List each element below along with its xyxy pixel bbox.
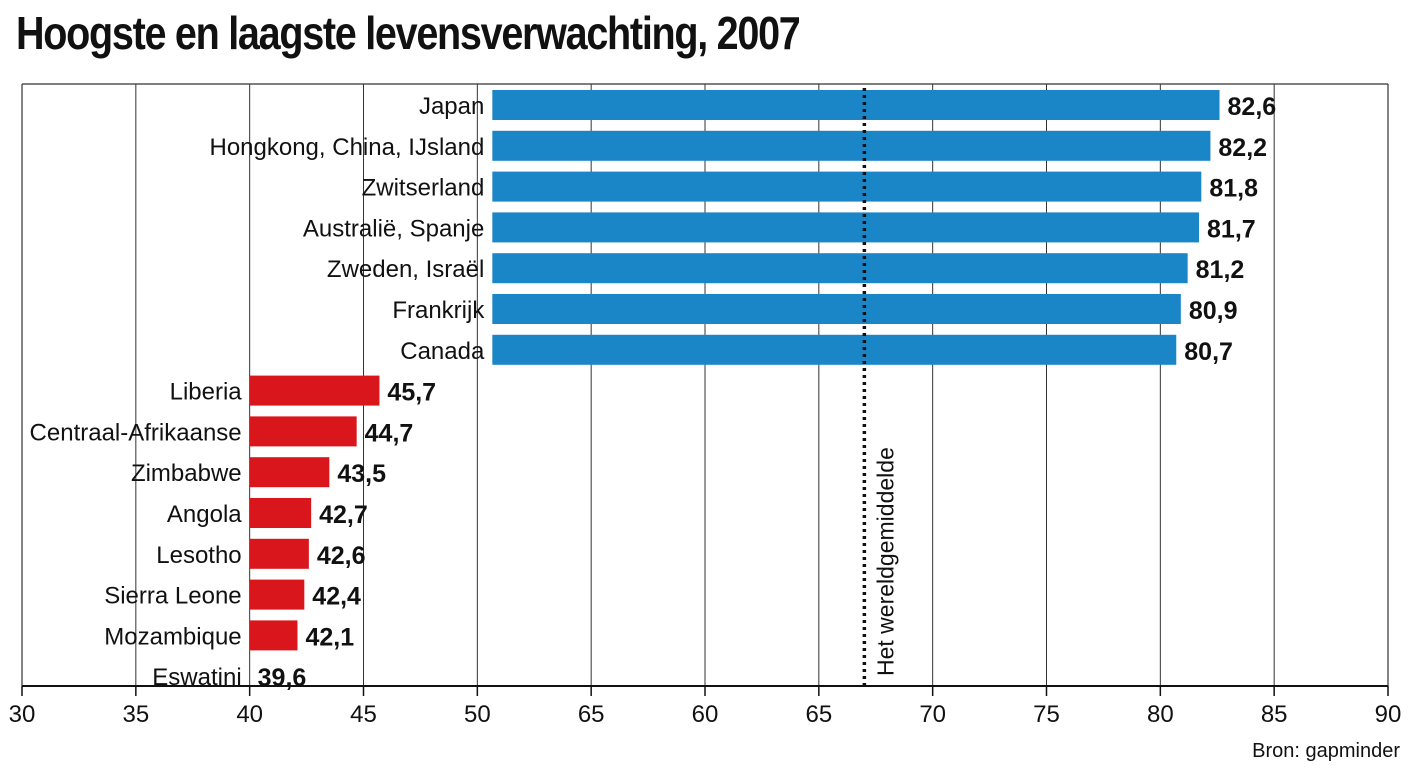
data-label: 82,2 [1218,134,1267,162]
data-label: 81,2 [1196,256,1245,284]
category-label: Zimbabwe [131,460,242,487]
data-label: 43,5 [337,460,386,488]
data-label: 81,8 [1209,175,1258,203]
category-label: Angola [167,501,242,528]
bar [249,375,380,406]
x-tick-label: 80 [1147,701,1174,728]
x-tick-label: 85 [1261,701,1288,728]
x-tick-label: 75 [1033,701,1060,728]
category-label: Zwitserland [362,175,485,202]
bar [492,90,1220,120]
category-label: Zweden, Israël [327,256,484,283]
x-tick-label: 50 [464,701,491,728]
category-label: Eswatini [152,664,241,691]
category-label: Japan [419,93,484,120]
data-label: 44,7 [365,419,414,447]
bar [249,457,330,488]
source-note: Bron: gapminder [1252,740,1400,762]
category-label: Sierra Leone [104,583,241,610]
chart-title: Hoogste en laagste levensverwachting, 20… [16,7,801,59]
data-label: 42,1 [305,623,354,651]
data-label: 80,7 [1184,338,1233,366]
x-tick-label: 65 [578,701,605,728]
category-label: Frankrijk [392,297,485,324]
bar [249,538,309,569]
bar [492,171,1202,202]
bar [492,294,1181,324]
category-label: Liberia [170,379,243,406]
x-tick-label: 40 [236,701,263,728]
data-label: 45,7 [387,379,436,407]
bar [492,212,1200,243]
world-average-label: Het wereldgemiddelde [872,447,898,676]
category-label: Canada [400,338,485,365]
category-label: Mozambique [104,623,241,650]
x-tick-label: 45 [350,701,377,728]
x-tick-label: 30 [9,701,36,728]
category-label: Hongkong, China, IJsland [209,134,484,161]
data-label: 80,9 [1189,297,1238,325]
bar [249,498,312,528]
bar [249,620,298,651]
data-label: 81,7 [1207,215,1256,243]
category-label: Centraal-Afrikaanse [30,419,242,446]
x-tick-label: 90 [1375,701,1402,728]
data-label: 39,6 [258,664,307,692]
x-tick-label: 70 [919,701,946,728]
bar [249,579,305,610]
category-label: Lesotho [156,542,241,569]
category-label: Australië, Spanje [303,215,484,242]
bar [249,416,357,447]
data-label: 42,4 [312,583,361,611]
bar [492,130,1211,161]
x-tick-label: 35 [122,701,149,728]
bar [492,253,1188,284]
data-label: 42,6 [317,542,366,570]
bar [492,334,1177,365]
x-tick-label: 65 [805,701,832,728]
data-label: 82,6 [1228,93,1277,121]
x-tick-label: 60 [692,701,719,728]
data-label: 42,7 [319,501,368,529]
